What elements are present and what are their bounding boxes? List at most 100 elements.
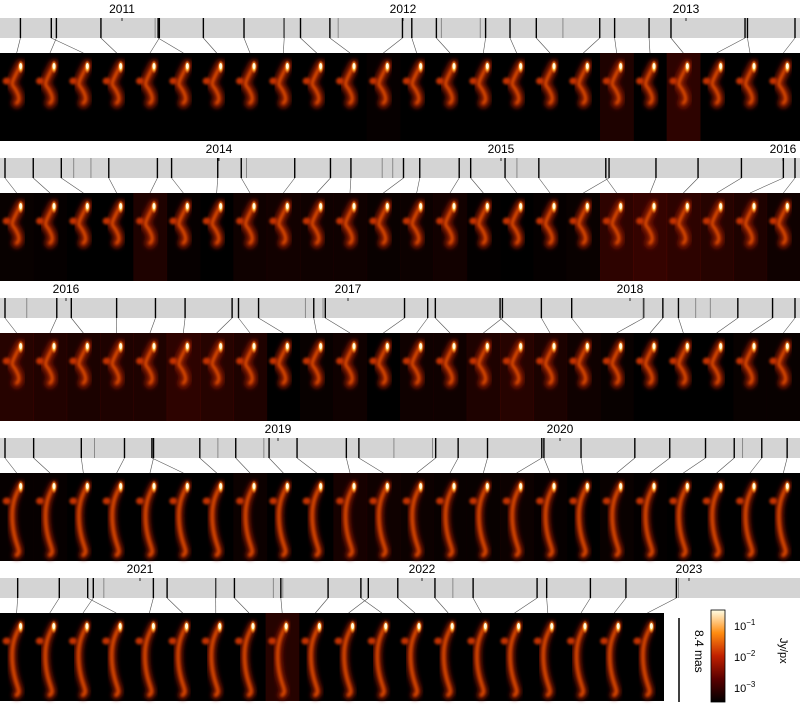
jet-ridge xyxy=(543,343,556,385)
jet-knot xyxy=(536,497,544,505)
jet-ridge xyxy=(643,203,656,245)
jet-knot xyxy=(36,217,44,225)
jet-image-panel xyxy=(202,480,226,560)
jet-image-panel xyxy=(669,480,692,560)
epoch-connector xyxy=(436,37,451,54)
jet-ridge xyxy=(641,623,653,697)
epoch-connector xyxy=(87,597,117,614)
jet-image-panel xyxy=(102,620,125,700)
jet-knot xyxy=(402,77,411,85)
jet-ridge xyxy=(110,343,123,385)
epoch-connector xyxy=(783,317,796,334)
jet-image-panel xyxy=(536,59,560,109)
jet-knot xyxy=(168,637,177,645)
jet-ridge xyxy=(610,63,623,105)
jet-knot xyxy=(569,77,578,85)
jet-image-panel xyxy=(302,480,326,560)
jet-core-peak xyxy=(616,623,620,629)
jet-ridge xyxy=(10,203,23,245)
epoch-connector xyxy=(504,177,517,194)
jet-core-peak xyxy=(619,343,623,349)
jet-core-peak xyxy=(185,63,189,69)
jet-ridge xyxy=(277,343,289,385)
jet-knot xyxy=(602,357,611,365)
jet-image-panel xyxy=(600,473,634,561)
jet-ridge xyxy=(510,343,523,385)
epoch-connector xyxy=(509,37,517,54)
jet-image-panel xyxy=(666,53,701,141)
jet-core-peak xyxy=(151,623,155,629)
jet-ridge xyxy=(777,483,789,557)
epoch-connector xyxy=(116,457,125,474)
jet-knot xyxy=(136,497,144,505)
epoch-connector xyxy=(82,597,94,614)
jet-ridge xyxy=(10,343,23,385)
jet-ridge xyxy=(76,623,89,697)
epoch-connector xyxy=(216,177,219,194)
epoch-connector xyxy=(81,457,84,474)
jet-core-peak xyxy=(785,203,789,209)
jet-core-peak xyxy=(652,63,656,69)
jet-image-panel xyxy=(136,480,159,560)
jet-ridge xyxy=(410,483,423,557)
jet-core-peak xyxy=(752,203,756,209)
jet-image-panel xyxy=(502,199,527,249)
jet-image-panel xyxy=(369,339,393,389)
jet-image-panel xyxy=(166,193,201,281)
jet-ridge xyxy=(310,203,323,245)
epoch-connector xyxy=(516,457,542,474)
jet-core-peak xyxy=(19,483,23,489)
jet-knot xyxy=(169,77,178,85)
epoch-connector xyxy=(546,597,549,614)
jet-knot xyxy=(369,217,378,225)
jet-knot xyxy=(636,217,644,225)
jet-knot xyxy=(536,217,544,225)
jet-ridge xyxy=(77,343,89,385)
jet-core-peak xyxy=(652,343,656,349)
jet-ridge xyxy=(310,483,323,557)
jet-core-peak xyxy=(19,343,23,349)
epoch-connector xyxy=(51,37,84,54)
epoch-connector xyxy=(716,457,735,474)
jet-core-peak xyxy=(752,483,756,489)
jet-core-peak xyxy=(550,623,554,629)
jet-knot xyxy=(69,497,78,505)
epoch-connector xyxy=(346,457,351,474)
jet-core-peak xyxy=(583,623,587,629)
jet-image-panel xyxy=(700,193,734,281)
jet-knot xyxy=(136,77,144,85)
jet-ridge xyxy=(210,203,223,245)
timeline-band xyxy=(0,18,800,38)
epoch-connector xyxy=(149,317,156,334)
jet-image-panel xyxy=(333,333,368,421)
jet-knot xyxy=(602,217,611,225)
jet-ridge xyxy=(243,343,256,385)
jet-core-peak xyxy=(385,63,389,69)
jet-image-panel xyxy=(168,620,192,700)
jet-knot xyxy=(302,357,311,365)
jet-image-panel xyxy=(766,193,800,281)
epoch-connector xyxy=(449,457,459,474)
jet-image-panel xyxy=(202,59,227,109)
jet-ridge xyxy=(43,623,56,697)
epoch-connector xyxy=(4,177,17,194)
jet-ridge xyxy=(77,63,89,105)
jet-ridge xyxy=(343,203,356,245)
jet-knot xyxy=(566,637,575,645)
jet-knot xyxy=(102,637,111,645)
jet-image-panel xyxy=(500,473,534,561)
jet-image-panel xyxy=(469,59,493,109)
year-label: 2019 xyxy=(265,422,292,436)
jet-core-peak xyxy=(52,343,56,349)
jet-knot xyxy=(702,217,711,225)
jet-core-peak xyxy=(785,63,789,69)
jet-image-panel xyxy=(2,59,27,109)
epoch-connector xyxy=(541,317,551,334)
jet-ridge xyxy=(743,203,756,245)
jet-knot xyxy=(469,357,478,365)
epoch-connector xyxy=(243,37,251,54)
jet-core-peak xyxy=(719,343,723,349)
jet-core-peak xyxy=(585,483,589,489)
jet-knot xyxy=(102,497,111,505)
epoch-connector xyxy=(783,457,788,474)
